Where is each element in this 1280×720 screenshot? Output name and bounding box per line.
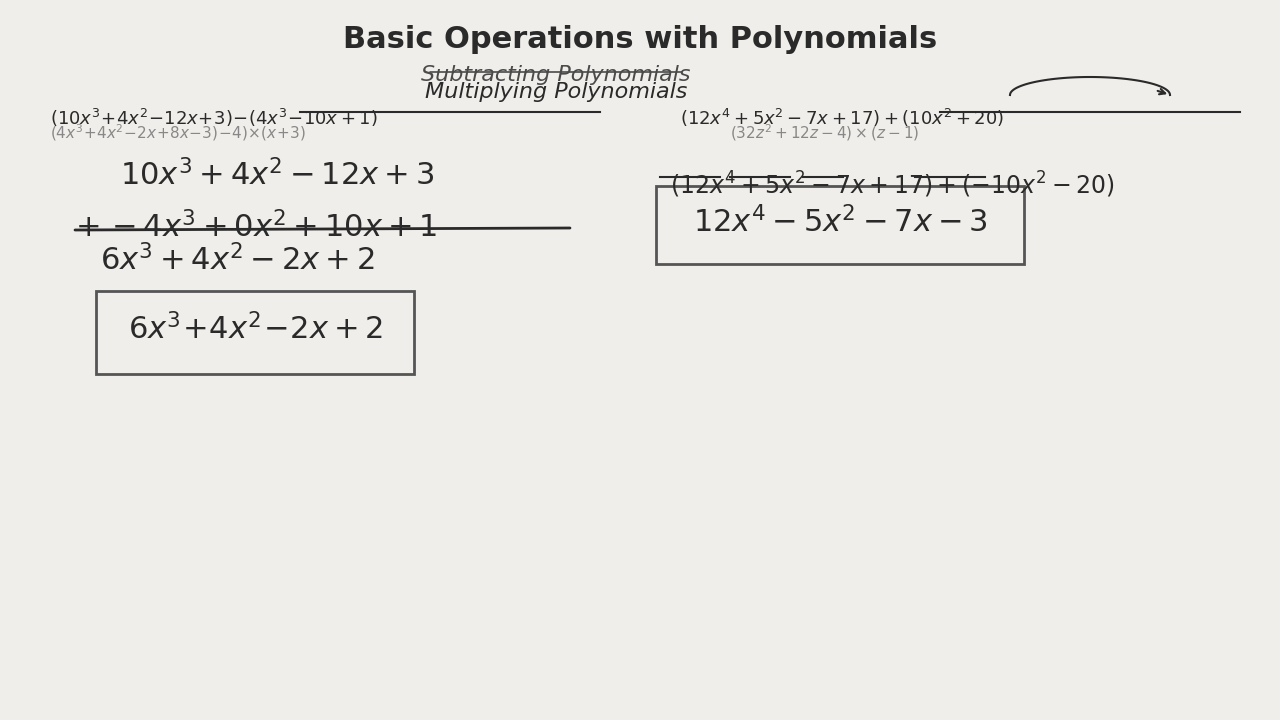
Text: Basic Operations with Polynomials: Basic Operations with Polynomials bbox=[343, 25, 937, 54]
Text: $+ \,-4x^3 + 0x^2 + 10x + 1$: $+ \,-4x^3 + 0x^2 + 10x + 1$ bbox=[76, 212, 438, 245]
Text: $(12x^4 + 5x^2 - 7x + 17) + (10x^2 + 20)$: $(12x^4 + 5x^2 - 7x + 17) + (10x^2 + 20)… bbox=[680, 107, 1004, 129]
Text: Subtracting Polynomials: Subtracting Polynomials bbox=[421, 65, 691, 85]
Text: $10x^3 + 4x^2 - 12x + 3$: $10x^3 + 4x^2 - 12x + 3$ bbox=[120, 160, 434, 192]
FancyBboxPatch shape bbox=[96, 291, 413, 374]
FancyBboxPatch shape bbox=[657, 186, 1024, 264]
Text: $\left(12x^4 + 5x^2 - 7x + 17\right) + \left(-10x^2 - 20\right)$: $\left(12x^4 + 5x^2 - 7x + 17\right) + \… bbox=[669, 170, 1115, 200]
Text: $12x^4 - 5x^2 - 7x - 3$: $12x^4 - 5x^2 - 7x - 3$ bbox=[692, 207, 987, 239]
Text: $(4x^3\!+\!4x^2\!-\!2x\!+\!8x\!-\!3)\!-\!4)\!\times\!(x\!+\!3)$: $(4x^3\!+\!4x^2\!-\!2x\!+\!8x\!-\!3)\!-\… bbox=[50, 122, 306, 143]
Text: $6x^3\!+\!4x^2\!-\!2x+2$: $6x^3\!+\!4x^2\!-\!2x+2$ bbox=[128, 314, 383, 347]
Text: $(32z^2 + 12z - 4) \times (z-1)$: $(32z^2 + 12z - 4) \times (z-1)$ bbox=[730, 122, 919, 143]
Text: $6x^3 + 4x^2 - 2x + 2$: $6x^3 + 4x^2 - 2x + 2$ bbox=[100, 245, 375, 277]
Text: $(10x^3\!+\!4x^2\!-\!12x\!+\!3)\!-\!(4x^3\!-\!10x+1)$: $(10x^3\!+\!4x^2\!-\!12x\!+\!3)\!-\!(4x^… bbox=[50, 107, 378, 129]
Text: Multiplying Polynomials: Multiplying Polynomials bbox=[425, 82, 687, 102]
